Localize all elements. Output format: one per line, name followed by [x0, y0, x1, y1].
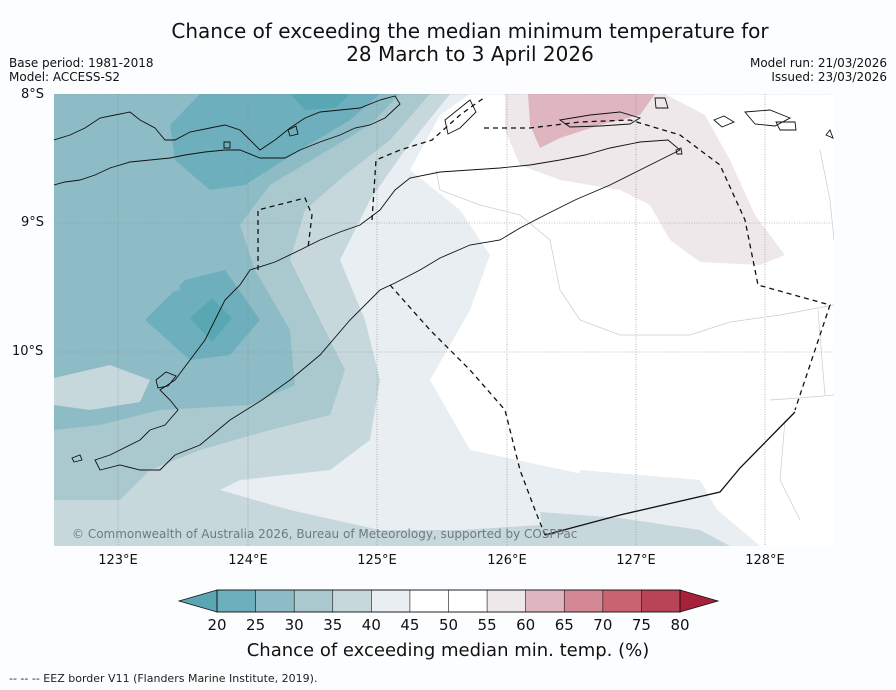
base-period: Base period: 1981-2018 — [9, 56, 154, 70]
contour-light-patch — [54, 365, 150, 410]
colorbar-cell — [409, 589, 450, 613]
colorbar-cell — [255, 589, 295, 613]
contour-below-20-north — [290, 94, 350, 110]
wetar-island — [558, 111, 642, 128]
small-island-1 — [654, 97, 669, 109]
colorbar-cell — [602, 589, 643, 613]
colorbar-tick-label: 75 — [631, 616, 651, 634]
colorbar-cell — [486, 589, 527, 613]
faint-coastlines — [435, 149, 834, 521]
small-island-2 — [713, 115, 735, 128]
contour-60-65 — [528, 94, 655, 148]
colorbar-cell — [371, 589, 411, 613]
copyright-note: © Commonwealth of Australia 2026, Bureau… — [72, 527, 578, 541]
colorbar-tick-label: 30 — [284, 616, 304, 634]
flores-island — [54, 95, 401, 186]
contour-25-30 — [54, 94, 400, 430]
alor-island — [444, 99, 477, 135]
timor-island — [94, 139, 681, 471]
contour-below-20 — [190, 298, 232, 342]
meta-right: Model run: 21/03/2026 Issued: 23/03/2026 — [750, 56, 887, 84]
title-line-2: 28 March to 3 April 2026 — [346, 42, 594, 66]
colorbar-cell — [216, 589, 257, 613]
lon-label-128e: 128°E — [745, 553, 785, 568]
lon-label-127e: 127°E — [616, 553, 656, 568]
colorbar-outline — [216, 589, 681, 613]
lon-label-124e: 124°E — [228, 553, 268, 568]
lon-label-126e: 126°E — [487, 553, 527, 568]
colorbar-arrow-low — [177, 589, 218, 613]
rote-island — [71, 454, 83, 463]
lat-label-8s: 8°S — [21, 87, 45, 102]
colorbar-tick-label: 55 — [477, 616, 497, 634]
colorbar-cell — [525, 589, 566, 613]
model-name: Model: ACCESS-S2 — [9, 70, 121, 84]
probability-contours — [54, 94, 785, 546]
title-line-1: Chance of exceeding the median minimum t… — [171, 19, 769, 43]
colorbar-cell — [293, 589, 334, 613]
chart-title: Chance of exceeding the median minimum t… — [60, 20, 880, 66]
contour-20-25-west — [54, 190, 180, 300]
colorbar-tick-label: 70 — [593, 616, 613, 634]
contour-55-60 — [505, 94, 785, 265]
colorbar-arrow-high — [679, 589, 720, 613]
eez-border-solid — [544, 411, 796, 536]
small-island-8 — [825, 129, 834, 139]
colorbar — [177, 589, 720, 613]
colorbar-cells — [216, 589, 681, 613]
colorbar-tick-label: 45 — [400, 616, 420, 634]
colorbar-cell — [641, 589, 681, 613]
colorbar-cell — [448, 589, 488, 613]
lon-label-123e: 123°E — [98, 553, 138, 568]
map-area — [54, 94, 834, 546]
colorbar-tick-label: 25 — [246, 616, 266, 634]
graticule — [54, 94, 834, 546]
meta-left: Base period: 1981-2018 Model: ACCESS-S2 — [9, 56, 154, 84]
small-island-4 — [775, 121, 797, 131]
lat-label-9s: 9°S — [21, 215, 45, 230]
colorbar-cell — [563, 589, 604, 613]
colorbar-cell — [332, 589, 373, 613]
contour-35-40-se — [540, 512, 730, 546]
small-island-5 — [287, 125, 299, 137]
model-run: Model run: 21/03/2026 — [749, 56, 887, 70]
colorbar-tick-label: 60 — [516, 616, 536, 634]
issued-date: Issued: 23/03/2026 — [771, 70, 887, 84]
contour-20-25 — [170, 94, 380, 190]
colorbar-tick-label: 40 — [361, 616, 381, 634]
lon-label-125e: 125°E — [357, 553, 397, 568]
colorbar-tick-label: 50 — [438, 616, 459, 634]
colorbar-tick-label: 20 — [207, 616, 227, 634]
islands — [54, 95, 834, 471]
semau-island — [155, 371, 177, 389]
lat-label-10s: 10°S — [12, 344, 44, 359]
colorbar-tick-label: 65 — [554, 616, 574, 634]
colorbar-tick-label: 80 — [670, 616, 690, 634]
colorbar-tick-label: 35 — [323, 616, 343, 634]
small-island-6 — [223, 141, 231, 149]
small-island-7 — [675, 147, 683, 155]
colorbar-title: Chance of exceeding median min. temp. (%… — [246, 640, 650, 661]
eez-border — [257, 97, 831, 536]
eez-footnote: -- -- -- EEZ border V11 (Flanders Marine… — [9, 672, 318, 685]
